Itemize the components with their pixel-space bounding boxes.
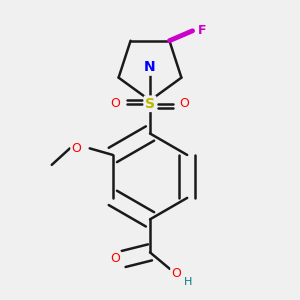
Text: O: O [180,97,190,110]
Text: H: H [184,277,192,287]
Text: O: O [110,97,120,110]
Text: O: O [72,142,81,155]
Text: F: F [198,24,207,37]
Text: O: O [172,267,182,280]
Text: O: O [110,253,120,266]
Text: S: S [145,97,155,111]
Text: N: N [144,60,156,74]
